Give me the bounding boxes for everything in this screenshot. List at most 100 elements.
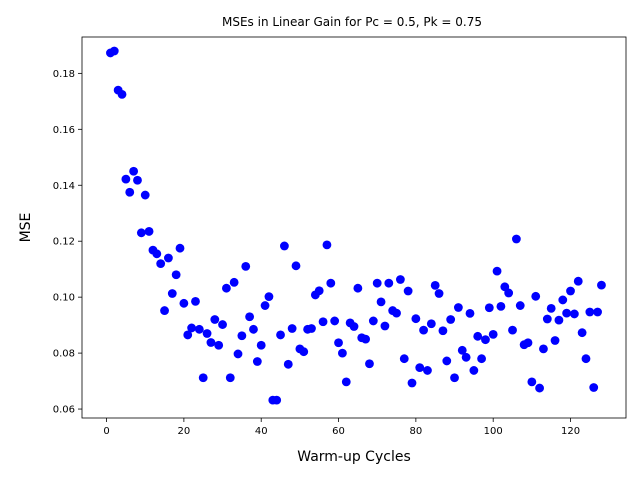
scatter-point <box>542 314 552 324</box>
scatter-point <box>558 295 568 305</box>
scatter-point <box>307 324 316 333</box>
scatter-point <box>361 334 370 344</box>
scatter-point <box>430 281 440 290</box>
scatter-point <box>272 395 282 405</box>
scatter-point <box>426 319 436 329</box>
scatter-point <box>276 330 285 340</box>
scatter-point <box>527 377 537 387</box>
scatter-point <box>523 338 533 348</box>
scatter-point <box>252 357 262 366</box>
scatter-point <box>407 378 417 388</box>
y-tick-label: 0.10 <box>53 293 75 304</box>
scatter-point <box>125 187 135 197</box>
scatter-point <box>415 363 425 373</box>
scatter-point <box>152 249 162 259</box>
scatter-point <box>488 329 498 339</box>
scatter-point <box>438 326 448 336</box>
scatter-point <box>167 289 177 298</box>
scatter-point <box>569 309 579 319</box>
scatter-point <box>368 316 378 326</box>
scatter-point <box>206 338 216 347</box>
scatter-point <box>566 286 575 296</box>
scatter-point <box>210 315 220 324</box>
scatter-point <box>539 344 548 354</box>
scatter-point <box>457 345 467 355</box>
scatter-point <box>577 328 587 338</box>
scatter-point <box>280 241 289 251</box>
y-tick-label: 0.12 <box>53 237 75 248</box>
scatter-point <box>171 270 181 280</box>
scatter-point <box>144 227 154 236</box>
scatter-series <box>106 46 606 405</box>
scatter-point <box>283 359 293 369</box>
scatter-point <box>225 373 235 383</box>
y-tick-label: 0.16 <box>53 125 75 136</box>
scatter-point <box>338 348 347 358</box>
scatter-point <box>372 278 382 288</box>
scatter-point <box>249 324 258 334</box>
scatter-point <box>218 320 227 329</box>
scatter-point <box>396 275 405 284</box>
scatter-point <box>129 166 139 176</box>
scatter-point <box>450 373 459 383</box>
scatter-point <box>187 323 197 333</box>
scatter-point <box>353 283 363 293</box>
scatter-point <box>233 349 243 359</box>
y-tick-label: 0.14 <box>53 181 75 192</box>
scatter-point <box>585 307 595 317</box>
scatter-point <box>469 366 479 375</box>
scatter-point <box>446 315 456 324</box>
scatter-point <box>198 373 208 383</box>
scatter-point <box>156 259 166 268</box>
scatter-point <box>318 317 328 327</box>
scatter-point <box>496 301 506 311</box>
scatter-point <box>419 325 428 335</box>
scatter-point <box>194 324 204 334</box>
scatter-point <box>136 228 146 238</box>
scatter-point <box>365 359 374 369</box>
scatter-point <box>562 308 572 318</box>
scatter-point <box>453 303 463 312</box>
scatter-point <box>140 190 150 200</box>
scatter-point <box>287 324 297 333</box>
scatter-point <box>554 315 564 325</box>
scatter-point <box>411 314 421 324</box>
scatter-point <box>465 308 475 318</box>
scatter-point <box>589 383 599 392</box>
scatter-point <box>229 277 239 287</box>
scatter-point <box>160 306 169 315</box>
scatter-point <box>164 253 173 263</box>
scatter-point <box>399 354 409 364</box>
scatter-point <box>326 278 336 288</box>
scatter-point <box>202 329 212 338</box>
x-tick-label: 20 <box>178 426 191 437</box>
y-axis: 0.06 0.08 0.10 0.12 0.14 0.16 0.18 <box>53 69 82 416</box>
scatter-point <box>535 383 544 393</box>
scatter-point <box>117 89 127 99</box>
scatter-point <box>222 283 231 293</box>
y-tick-label: 0.18 <box>53 69 75 80</box>
scatter-point <box>384 278 394 288</box>
scatter-point <box>473 331 483 341</box>
scatter-point <box>330 316 340 326</box>
scatter-point <box>314 286 324 296</box>
x-axis-label: Warm-up Cycles <box>297 449 411 465</box>
scatter-point <box>593 307 602 317</box>
scatter-point <box>492 266 502 276</box>
scatter-point <box>133 175 142 185</box>
x-tick-label: 80 <box>409 426 422 437</box>
scatter-point <box>461 352 471 362</box>
scatter-point <box>504 288 514 298</box>
scatter-point <box>581 354 591 364</box>
x-tick-label: 120 <box>561 426 580 437</box>
scatter-point <box>392 308 401 318</box>
scatter-point <box>380 321 390 331</box>
scatter-point <box>403 286 413 296</box>
scatter-point <box>341 377 351 387</box>
scatter-point <box>299 347 309 357</box>
scatter-point <box>214 340 224 350</box>
scatter-point <box>245 312 255 322</box>
scatter-point <box>550 336 560 345</box>
